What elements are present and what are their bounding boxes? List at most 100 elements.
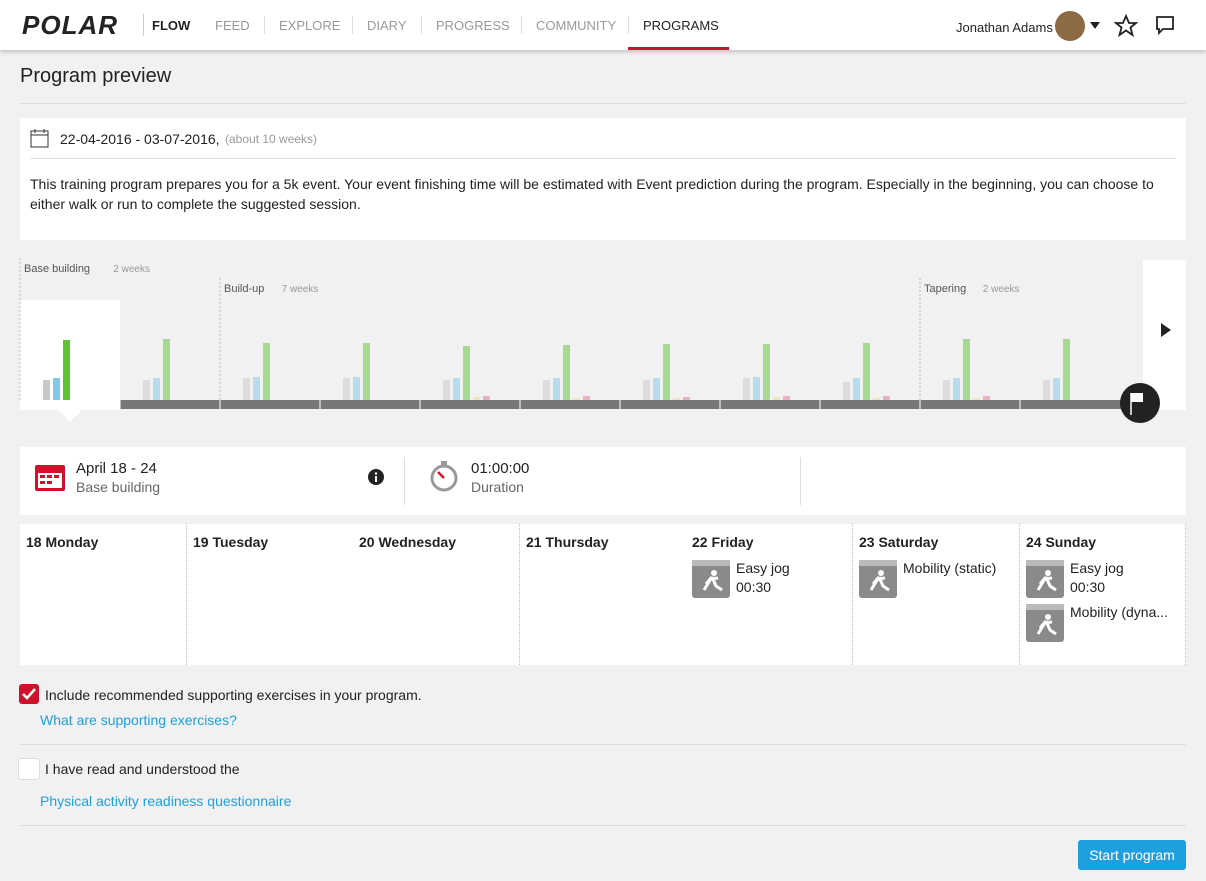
timeline-track xyxy=(120,400,1186,409)
week-bar xyxy=(653,378,660,400)
week-bar xyxy=(483,396,490,400)
phase-name: Base building xyxy=(24,263,90,275)
week-bar xyxy=(353,377,360,400)
day-column: 18 Monday xyxy=(20,524,187,665)
start-button[interactable]: Start program xyxy=(1078,840,1186,870)
week-bar xyxy=(943,380,950,400)
nav-item[interactable]: PROGRAMS xyxy=(643,18,719,33)
session-icon xyxy=(1026,604,1064,642)
header-icons xyxy=(1055,11,1174,41)
header: POLAR FLOW Jonathan Adams FEED EXPLORE DIA… xyxy=(0,0,1206,50)
week-bar xyxy=(153,378,160,400)
readiness-label: I have read and understood the xyxy=(45,761,240,777)
session-name: Easy jog xyxy=(736,560,790,576)
week-bar xyxy=(543,380,550,400)
nav-divider xyxy=(421,16,422,34)
week-bar xyxy=(43,380,50,400)
flag xyxy=(1131,393,1143,402)
nav-item[interactable]: COMMUNITY xyxy=(536,18,617,33)
timeline: Base building 2 weeks Build-up 7 weeks Taper… xyxy=(19,258,1186,423)
session-icon xyxy=(1026,560,1064,598)
summary-card: 22-04-2016 - 03-07-2016, (about 10 weeks… xyxy=(20,118,1186,240)
week-summary: April 18 - 24 Base building 01:00:00 Dur… xyxy=(20,447,1186,515)
week-bar xyxy=(853,378,860,400)
favorites-icon[interactable] xyxy=(1113,13,1139,38)
week-bar xyxy=(263,343,270,400)
info-icon[interactable] xyxy=(368,469,384,485)
duration: 01:00:00 xyxy=(471,460,530,477)
session-time: 00:30 xyxy=(736,579,772,595)
day-column: 22 Friday Easy jog 00:30 xyxy=(686,524,853,665)
phase-length: 2 weeks xyxy=(113,264,150,275)
session-name: Mobility (dyna... xyxy=(1070,604,1169,620)
nav-underline xyxy=(628,47,729,50)
week-bar xyxy=(573,398,580,400)
day-column: 20 Wednesday xyxy=(353,524,520,665)
week-bar xyxy=(363,343,370,400)
week-bar xyxy=(673,398,680,400)
week-bar xyxy=(253,377,260,400)
week-bar xyxy=(953,378,960,400)
avatar[interactable] xyxy=(1055,11,1085,41)
next-arrow[interactable] xyxy=(1161,323,1171,337)
readiness-link[interactable]: Physical activity readiness questionnair… xyxy=(40,793,292,809)
date-range: 22-04-2016 - 03-07-2016, xyxy=(60,131,220,147)
week-bar xyxy=(753,377,760,400)
week-bar xyxy=(863,343,870,400)
stopwatch-icon xyxy=(430,461,458,492)
week-bar xyxy=(53,378,60,400)
week-bar xyxy=(583,396,590,400)
app-name: FLOW xyxy=(152,18,191,33)
week-calendar-icon xyxy=(35,465,65,491)
week-bar xyxy=(683,397,690,400)
session-name: Mobility (static) xyxy=(903,560,997,576)
nav-item[interactable]: PROGRESS xyxy=(436,18,510,33)
day-column: 21 Thursday xyxy=(520,524,687,665)
brand[interactable]: POLAR xyxy=(22,10,118,40)
day-grid: 18 Monday 19 Tuesday 20 Wednesday 21 Thursd… xyxy=(20,524,1186,665)
week-bar xyxy=(63,340,70,400)
messages-icon[interactable] xyxy=(1156,16,1174,36)
day-column: 24 Sunday Easy jog 00:30 Mobility (dyna... xyxy=(1020,524,1186,665)
menu-caret[interactable] xyxy=(1090,22,1100,29)
week-bar xyxy=(473,397,480,400)
session-icon xyxy=(692,560,730,598)
readiness-checkbox[interactable] xyxy=(18,758,40,780)
duration-label: Duration xyxy=(471,479,524,495)
week-bar xyxy=(873,398,880,400)
duration-approx: (about 10 weeks) xyxy=(225,132,318,146)
end-label: 03-0 xyxy=(1163,398,1185,410)
calendar-icon xyxy=(30,129,49,148)
week-bar xyxy=(843,382,850,400)
day-name: 18 Monday xyxy=(26,534,99,550)
week-bar xyxy=(883,396,890,400)
nav-item[interactable]: DIARY xyxy=(367,18,407,33)
week-bar xyxy=(783,396,790,400)
phase-length: 7 weeks xyxy=(282,284,319,295)
week-bar xyxy=(763,344,770,400)
nav-item[interactable]: EXPLORE xyxy=(279,18,341,33)
day-name: 21 Thursday xyxy=(526,534,609,550)
week-bar xyxy=(973,398,980,400)
week-bar xyxy=(643,380,650,400)
nav-divider xyxy=(352,16,353,34)
nav-divider xyxy=(521,16,522,34)
day-name: 22 Friday xyxy=(692,534,754,550)
week-bar xyxy=(663,344,670,400)
week-bar xyxy=(1063,339,1070,400)
week-bar xyxy=(1043,380,1050,400)
description: This training program prepares you for a… xyxy=(30,176,1154,212)
supporting-link[interactable]: What are supporting exercises? xyxy=(40,712,237,728)
user-name[interactable]: Jonathan Adams xyxy=(956,20,1053,35)
week-bar xyxy=(443,380,450,400)
week-bar xyxy=(453,378,460,400)
phase-name: Build-up xyxy=(224,283,264,295)
supporting-checkbox[interactable] xyxy=(19,684,39,704)
scroll-panel xyxy=(1143,260,1186,410)
week-bar xyxy=(563,345,570,400)
week-bar xyxy=(463,346,470,400)
week-bar xyxy=(773,397,780,400)
selected-pointer xyxy=(58,410,82,422)
nav-item[interactable]: FEED xyxy=(215,18,250,33)
